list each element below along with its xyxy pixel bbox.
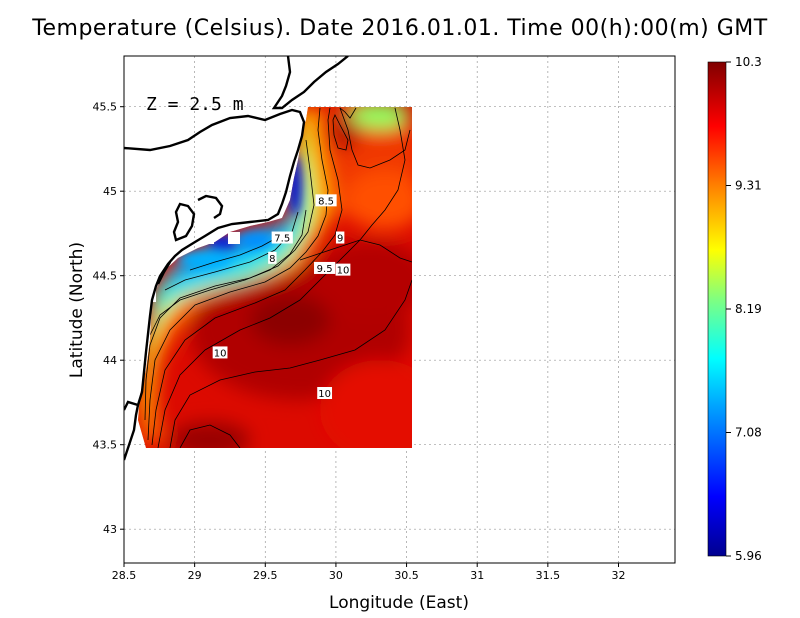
plot-frame xyxy=(123,55,676,564)
contour-label: 9 xyxy=(337,234,343,245)
y-tick-label: 43 xyxy=(103,523,117,536)
x-axis-label: Longitude (East) xyxy=(329,593,469,613)
contour-label-bg xyxy=(271,231,293,244)
colorbar-ticks: 10.3 9.31 8.19 7.08 5.96 xyxy=(726,55,762,563)
coastline xyxy=(124,56,349,461)
y-axis-ticks: 43 43.5 44 44.5 45 45.5 xyxy=(93,101,124,536)
x-tick-label: 30.5 xyxy=(394,569,419,582)
colorbar-tick-label: 10.3 xyxy=(735,55,762,69)
contour-label: 9.5 xyxy=(317,264,333,275)
x-tick-label: 28.5 xyxy=(112,569,137,582)
contour-label-bg xyxy=(314,261,336,274)
colorbar-tick-label: 5.96 xyxy=(735,549,762,563)
contour-lines xyxy=(144,107,412,448)
contour-label-bg xyxy=(317,387,333,399)
contour-label: 10 xyxy=(337,266,350,277)
y-tick-label: 43.5 xyxy=(93,439,118,452)
contour-label: 10 xyxy=(214,348,227,359)
y-tick-label: 45 xyxy=(103,185,117,198)
y-axis-label: Latitude (North) xyxy=(67,242,87,378)
colorbar-tick-label: 9.31 xyxy=(735,179,762,193)
x-tick-label: 29.5 xyxy=(253,569,278,582)
contour-label-bg xyxy=(335,263,351,276)
land-mask xyxy=(148,160,290,302)
y-tick-label: 45.5 xyxy=(93,101,118,114)
contour-label-bg xyxy=(315,194,337,207)
y-tick-label: 44.5 xyxy=(93,270,118,283)
contour-label: 8.5 xyxy=(318,196,334,207)
colorbar-tick-label: 8.19 xyxy=(735,302,762,316)
colorbar-tick-label: 7.08 xyxy=(735,426,762,440)
chart-title: Temperature (Celsius). Date 2016.01.01. … xyxy=(32,16,768,41)
x-axis-ticks: 28.5 29 29.5 30 30.5 31 31.5 32 xyxy=(112,563,625,582)
contour-label-bg xyxy=(335,231,345,244)
depth-label: Z = 2.5 m xyxy=(146,94,244,115)
x-tick-label: 31.5 xyxy=(536,569,561,582)
contour-labels: 8.5 9 7.5 8 9.5 10 10 10 xyxy=(212,194,351,400)
x-tick-label: 31 xyxy=(470,569,484,582)
x-tick-label: 30 xyxy=(329,569,343,582)
temperature-field xyxy=(138,107,412,448)
y-tick-label: 44 xyxy=(103,354,117,367)
contour-label-bg xyxy=(268,251,277,264)
x-tick-label: 29 xyxy=(188,569,202,582)
contour-label: 10 xyxy=(318,389,331,400)
colorbar xyxy=(707,61,727,557)
contour-label: 7.5 xyxy=(274,234,290,245)
x-tick-label: 32 xyxy=(611,569,625,582)
contour-label-bg xyxy=(212,346,228,359)
contour-label: 8 xyxy=(269,254,275,265)
